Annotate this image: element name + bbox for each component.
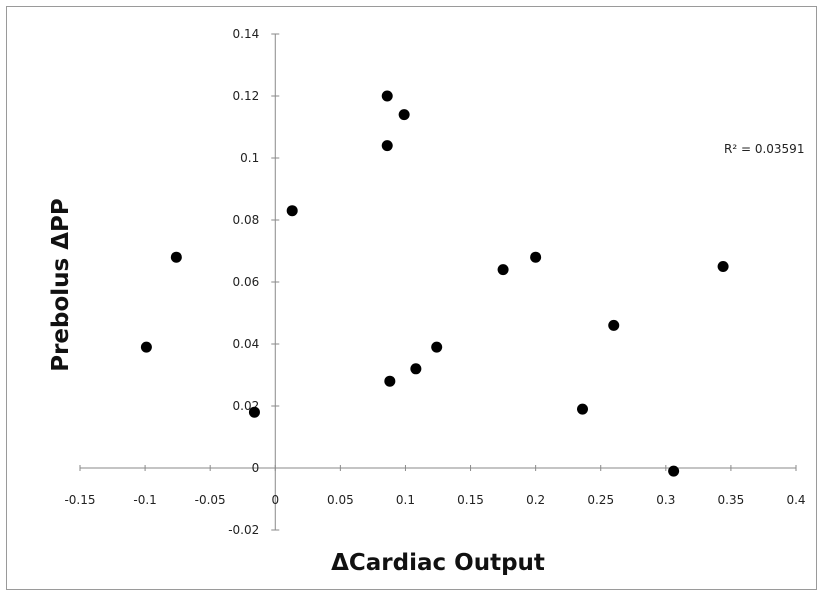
axes [79, 33, 797, 531]
data-point [668, 465, 680, 477]
data-point [248, 406, 260, 418]
x-tick-label: 0.3 [656, 493, 675, 507]
x-tick-label: 0.4 [786, 493, 805, 507]
data-point [497, 264, 509, 276]
x-tick-label: 0.2 [526, 493, 545, 507]
chart-frame [6, 6, 817, 590]
data-point [577, 403, 589, 415]
x-tick-label: 0.05 [327, 493, 354, 507]
y-tick-label: 0.14 [233, 27, 260, 41]
y-tick-label: 0.08 [233, 213, 260, 227]
y-tick-label: 0.1 [240, 151, 259, 165]
data-point [140, 341, 152, 353]
x-axis-title: ΔCardiac Output [331, 550, 545, 576]
data-point [717, 261, 729, 272]
y-axis-title: Prebolus ΔPP [48, 198, 74, 372]
x-tick-label: -0.15 [64, 493, 95, 507]
data-point [431, 341, 443, 353]
data-points [140, 90, 729, 477]
y-tick-label: 0.04 [233, 337, 260, 351]
x-tick-label: 0.1 [396, 493, 415, 507]
data-point [381, 140, 393, 152]
data-point [384, 375, 396, 387]
tick-labels: -0.15 -0.1 -0.05 0 0.05 0.1 0.15 0.2 0.25 0.3 0.35… [64, 27, 805, 537]
x-tick-label: -0.1 [133, 493, 156, 507]
data-point [608, 319, 620, 331]
y-tick-label: -0.02 [228, 523, 259, 537]
y-tick-label: 0 [252, 461, 260, 475]
y-tick-label: 0.12 [233, 89, 260, 103]
data-point [381, 90, 393, 102]
data-point [170, 251, 182, 263]
x-tick-label: 0.35 [718, 493, 745, 507]
r-squared-annotation: R² = 0.03591 [724, 142, 804, 156]
data-point [398, 109, 410, 121]
y-tick-label: 0.06 [233, 275, 260, 289]
x-tick-label: 0 [271, 493, 279, 507]
data-point [530, 251, 542, 263]
x-tick-label: -0.05 [195, 493, 226, 507]
x-tick-label: 0.25 [587, 493, 614, 507]
data-point [410, 363, 422, 375]
x-tick-label: 0.15 [457, 493, 484, 507]
data-point [286, 205, 298, 217]
